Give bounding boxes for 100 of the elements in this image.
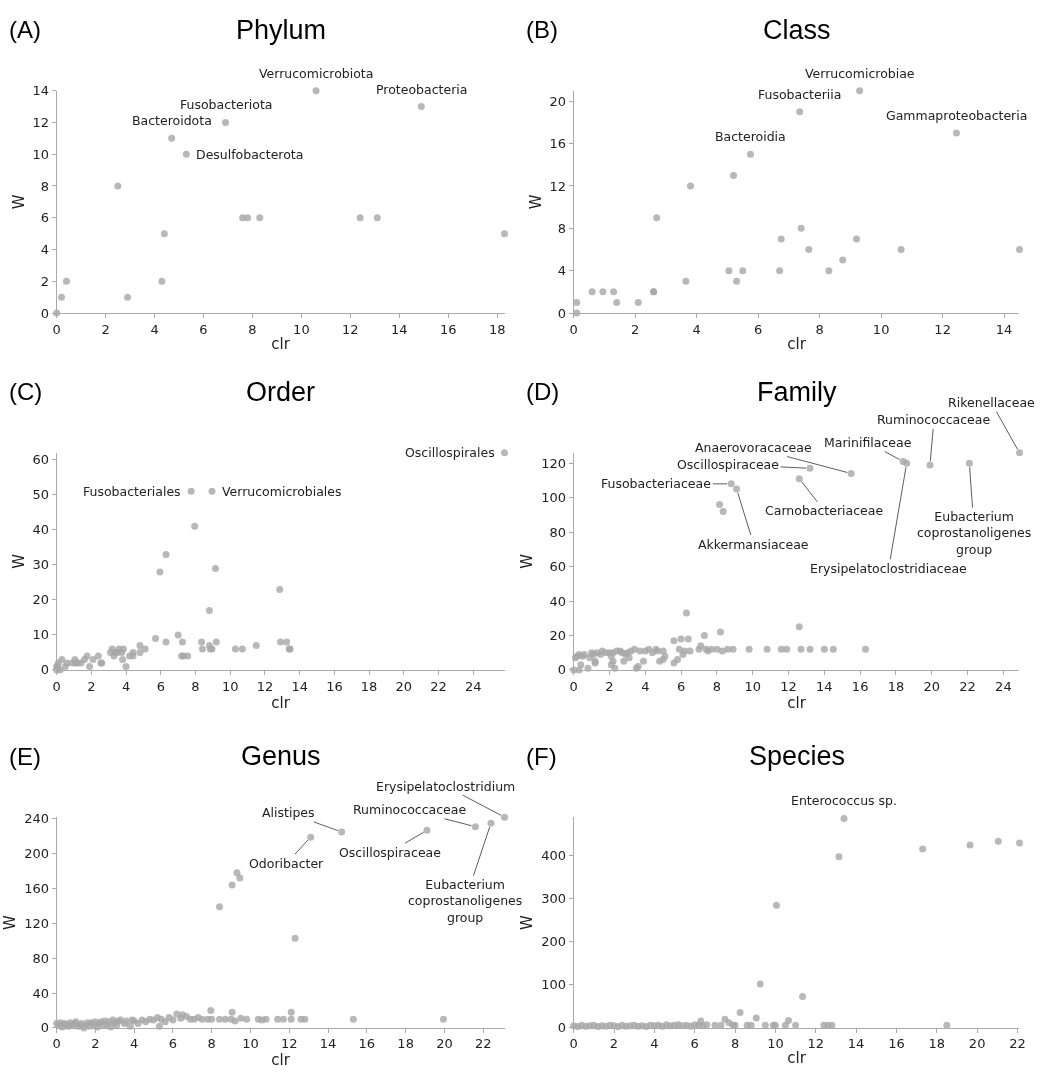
x-tick-label: 14 [995, 321, 1013, 337]
y-tick-label: 400 [541, 848, 567, 864]
y-tick-label: 0 [40, 662, 50, 678]
x-tick-label: 0 [52, 678, 61, 694]
text: (E) [9, 743, 41, 770]
x-tick-label: 10 [767, 1036, 784, 1052]
x-tick-label: 8 [207, 1036, 216, 1052]
x-tick-label: 18 [397, 1036, 414, 1052]
annotation: Gammaproteobacteria [886, 108, 1028, 123]
x-tick-label: 10 [293, 321, 310, 337]
y-tick-label: 30 [32, 557, 50, 573]
y-tick-label: 14 [32, 83, 50, 99]
annotation: Erysipelatoclostridiaceae [810, 561, 968, 576]
y-tick-label: 12 [32, 114, 50, 130]
annotation: Odoribacter [249, 856, 325, 871]
annotation: Anaerovoracaceae [695, 440, 812, 455]
y-axis-title: W [1, 914, 20, 930]
y-tick-label: 40 [549, 593, 567, 609]
x-tick-label: 12 [780, 678, 797, 694]
y-tick-label: 80 [549, 524, 567, 540]
x-tick-label: 10 [872, 321, 890, 337]
annotation: Desulfobacterota [196, 147, 304, 162]
text: (B) [526, 16, 558, 43]
x-tick-label: 2 [605, 678, 614, 694]
x-tick-label: 24 [465, 678, 482, 694]
annotation: Alistipes [262, 805, 315, 820]
annotation: Eubacterium coprostanoligenes group [917, 509, 1032, 557]
annotation: Oscillospiraceae [677, 457, 780, 472]
x-tick-label: 10 [744, 678, 761, 694]
x-tick-label: 16 [888, 1036, 905, 1052]
x-axis-title: clr [787, 1049, 807, 1068]
y-tick-label: 60 [32, 452, 50, 468]
annotation: Oscillospiraceae [339, 845, 442, 860]
annotation: Carnobacteriaceae [765, 503, 884, 518]
x-axis-title: clr [787, 334, 807, 353]
x-tick-label: 4 [641, 678, 650, 694]
annotation: Verrucomicrobiota [259, 66, 374, 81]
y-tick-label: 12 [549, 178, 567, 194]
annotation: Fusobacteriaceae [601, 476, 712, 491]
x-tick-label: 2 [101, 321, 110, 337]
annotation: Ruminococcaceae [353, 802, 467, 817]
y-tick-label: 6 [40, 210, 50, 226]
x-tick-label: 16 [326, 678, 343, 694]
x-tick-label: 12 [281, 1036, 298, 1052]
y-axis-title: W [526, 194, 545, 210]
annotation: Oscillospirales [405, 445, 495, 460]
x-tick-label: 6 [690, 1036, 699, 1052]
x-tick-label: 4 [121, 678, 131, 694]
x-tick-label: 8 [712, 678, 722, 694]
x-tick-label: 22 [430, 678, 447, 694]
annotation: Fusobacteriia [758, 87, 842, 102]
x-tick-label: 24 [995, 678, 1012, 694]
y-tick-label: 10 [32, 627, 50, 643]
x-tick-label: 16 [851, 678, 869, 694]
x-tick-label: 14 [319, 1036, 337, 1052]
x-axis-title: clr [271, 334, 291, 353]
annotation: Erysipelatoclostridium [376, 779, 516, 794]
text: (F) [526, 743, 557, 770]
x-tick-label: 4 [650, 1036, 659, 1052]
y-tick-label: 20 [549, 93, 567, 109]
x-tick-label: 18 [887, 678, 905, 694]
x-axis-title: clr [271, 1051, 291, 1070]
text: (D) [526, 378, 560, 405]
x-tick-label: 18 [928, 1036, 946, 1052]
y-tick-label: 16 [549, 136, 567, 152]
y-tick-label: 120 [24, 915, 50, 931]
x-tick-label: 8 [730, 1036, 740, 1052]
chart-title: Order [246, 377, 316, 407]
x-tick-label: 6 [754, 321, 763, 337]
x-tick-label: 4 [150, 321, 159, 337]
x-tick-label: 8 [248, 321, 257, 337]
x-tick-label: 12 [934, 321, 951, 337]
y-tick-label: 40 [32, 522, 50, 538]
x-tick-label: 6 [199, 321, 208, 337]
y-tick-label: 0 [557, 305, 567, 321]
annotation: Marinifilaceae [824, 435, 912, 450]
x-tick-label: 2 [631, 321, 640, 337]
y-tick-label: 120 [541, 455, 567, 471]
chart-title: Species [749, 741, 846, 771]
annotation: Ruminococcaceae [877, 412, 991, 427]
x-tick-label: 6 [168, 1036, 178, 1052]
x-tick-label: 18 [360, 678, 378, 694]
annotation: Fusobacteriota [180, 97, 273, 112]
x-tick-label: 12 [256, 678, 274, 694]
x-tick-label: 14 [816, 678, 833, 694]
x-tick-label: 0 [52, 1036, 61, 1052]
y-tick-label: 0 [557, 662, 567, 678]
y-tick-label: 0 [557, 1020, 567, 1036]
x-tick-label: 22 [474, 1036, 492, 1052]
y-tick-label: 0 [40, 305, 50, 321]
x-axis-title: clr [787, 693, 807, 712]
x-tick-label: 10 [242, 1036, 259, 1052]
x-tick-label: 20 [436, 1036, 453, 1052]
chart-title: Family [757, 377, 837, 407]
y-tick-label: 40 [32, 985, 50, 1001]
y-tick-label: 200 [541, 934, 567, 950]
chart-title: Phylum [236, 15, 327, 45]
x-tick-label: 4 [692, 321, 701, 337]
y-tick-label: 20 [32, 592, 50, 608]
x-tick-label: 20 [968, 1036, 986, 1052]
